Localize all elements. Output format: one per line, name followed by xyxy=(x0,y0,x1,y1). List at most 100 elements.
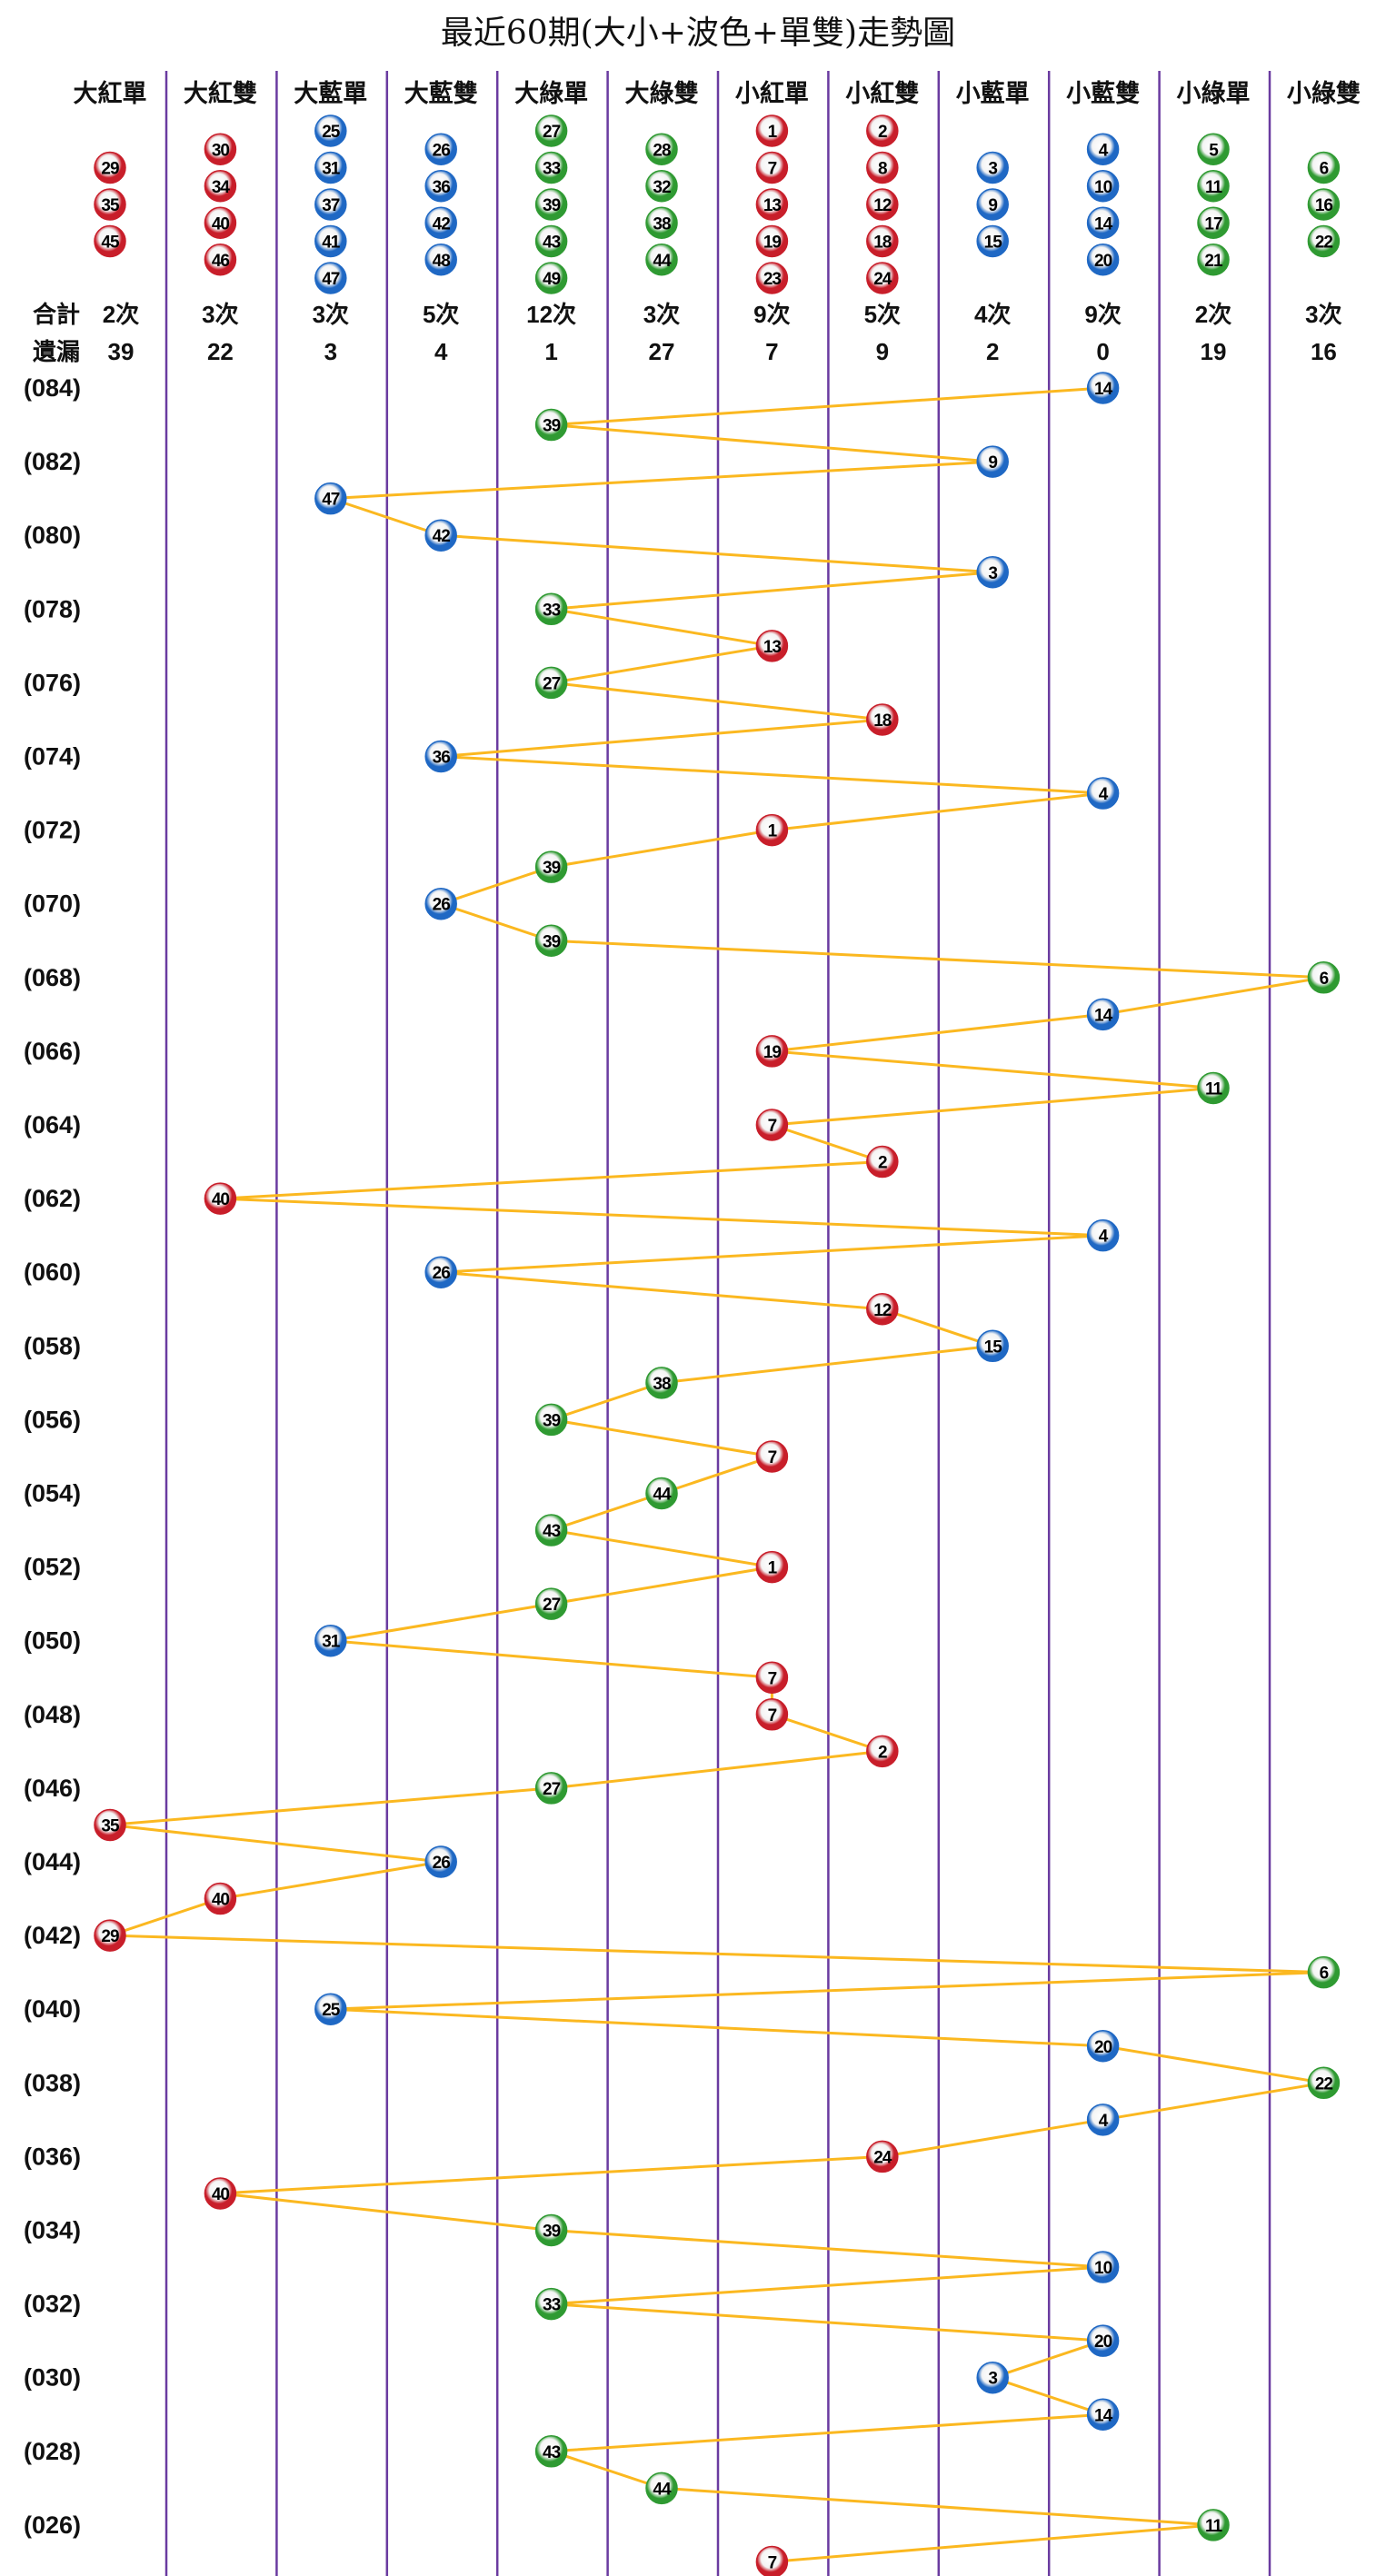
ball-number: 21 xyxy=(1204,252,1223,271)
ball-red-icon xyxy=(94,1808,126,1842)
header-ball: 2 xyxy=(866,114,899,147)
column-header: 大藍雙 xyxy=(404,80,478,108)
ball-green-icon xyxy=(534,1403,568,1437)
ball-number: 10 xyxy=(1094,178,1112,197)
ball-number: 20 xyxy=(1094,252,1112,271)
draw-ball: 2 xyxy=(866,1735,899,1768)
draw-ball: 14 xyxy=(1086,2398,1120,2431)
header-ball: 29 xyxy=(94,151,126,184)
ball-blue-icon xyxy=(1086,2324,1120,2357)
ball-number: 35 xyxy=(101,1816,120,1835)
period-label: (030) xyxy=(24,2364,81,2392)
ball-green-icon xyxy=(1197,133,1230,165)
ball-blue-icon xyxy=(1086,244,1120,276)
page-title: 最近60期(大小+波色+單雙)走勢圖 xyxy=(441,15,955,52)
draw-ball: 20 xyxy=(1086,2324,1120,2357)
ball-number: 16 xyxy=(1315,196,1333,215)
ball-blue-icon xyxy=(424,170,457,203)
column-miss: 4 xyxy=(434,338,448,365)
ball-red-icon xyxy=(94,188,126,221)
column-count: 5次 xyxy=(864,301,901,328)
ball-blue-icon xyxy=(976,1329,1009,1363)
ball-red-icon xyxy=(866,262,899,294)
period-label: (084) xyxy=(24,374,81,402)
period-label: (026) xyxy=(24,2511,81,2539)
header-ball: 47 xyxy=(314,262,347,294)
ball-number: 7 xyxy=(768,2553,777,2572)
ball-red-icon xyxy=(755,1550,789,1584)
ball-number: 9 xyxy=(988,196,997,215)
header-ball: 41 xyxy=(314,224,347,258)
draw-ball: 7 xyxy=(755,1109,789,1141)
header-ball: 10 xyxy=(1086,170,1120,203)
period-label: (060) xyxy=(24,1258,81,1286)
ball-green-icon xyxy=(534,1514,568,1547)
ball-number: 44 xyxy=(653,2480,672,2499)
ball-number: 6 xyxy=(1320,1964,1329,1984)
draw-ball: 18 xyxy=(866,703,899,736)
period-label: (036) xyxy=(24,2143,81,2170)
header-ball: 3 xyxy=(976,151,1009,184)
ball-blue-icon xyxy=(424,244,457,276)
draw-ball: 40 xyxy=(204,1882,237,1915)
ball-number: 27 xyxy=(543,674,561,693)
column-header: 大紅雙 xyxy=(184,80,257,108)
header-ball: 7 xyxy=(755,151,789,184)
ball-number: 27 xyxy=(543,1780,561,1799)
column-header: 小綠雙 xyxy=(1287,80,1361,108)
ball-number: 4 xyxy=(1099,1228,1109,1247)
ball-number: 39 xyxy=(543,417,561,436)
trend-line xyxy=(109,386,1324,2563)
column-header: 大綠單 xyxy=(514,80,588,108)
ball-green-icon xyxy=(534,262,568,294)
header-ball: 34 xyxy=(204,170,237,203)
ball-red-icon xyxy=(755,630,789,662)
ball-number: 37 xyxy=(322,196,340,215)
ball-number: 20 xyxy=(1094,2332,1112,2352)
header-ball: 30 xyxy=(204,133,237,165)
column-count: 9次 xyxy=(753,301,790,328)
header-ball: 27 xyxy=(534,114,568,147)
period-label: (068) xyxy=(24,964,81,991)
header-ball: 44 xyxy=(645,244,678,276)
ball-number: 42 xyxy=(433,214,451,234)
header-ball: 48 xyxy=(424,244,457,276)
ball-blue-icon xyxy=(1086,133,1120,165)
draw-ball: 39 xyxy=(534,924,568,957)
ball-number: 26 xyxy=(433,896,451,915)
draw-ball: 7 xyxy=(755,1661,789,1694)
ball-blue-icon xyxy=(1086,372,1120,404)
ball-number: 31 xyxy=(322,1633,341,1652)
ball-blue-icon xyxy=(424,887,457,920)
ball-number: 1 xyxy=(768,123,778,142)
draw-ball: 43 xyxy=(534,2435,568,2468)
header-ball: 28 xyxy=(645,133,678,165)
period-label: (042) xyxy=(24,1922,81,1949)
ball-blue-icon xyxy=(1086,170,1120,203)
period-label: (028) xyxy=(24,2438,81,2465)
header-ball: 11 xyxy=(1197,170,1230,203)
ball-number: 14 xyxy=(1094,1006,1113,1025)
ball-blue-icon xyxy=(1086,777,1120,810)
ball-red-icon xyxy=(866,224,899,258)
column-count: 3次 xyxy=(1305,301,1341,328)
column-headers: 大紅單2935452次39大紅雙303440463次22大藍單253137414… xyxy=(74,80,1361,365)
column-miss: 27 xyxy=(649,338,675,365)
ball-number: 33 xyxy=(543,601,561,620)
header-ball: 9 xyxy=(976,188,1009,221)
ball-number: 14 xyxy=(1094,380,1113,399)
ball-red-icon xyxy=(755,1661,789,1694)
ball-blue-icon xyxy=(314,224,347,258)
draw-ball: 4 xyxy=(1086,1218,1120,1252)
ball-blue-icon xyxy=(424,133,457,165)
draw-ball: 1 xyxy=(755,1550,789,1584)
period-label: (044) xyxy=(24,1848,81,1875)
column-count: 3次 xyxy=(313,301,349,328)
ball-blue-icon xyxy=(424,206,457,239)
draw-ball: 22 xyxy=(1307,2066,1341,2100)
ball-blue-icon xyxy=(314,188,347,221)
column-header: 小紅雙 xyxy=(845,80,919,108)
period-label: (074) xyxy=(24,743,81,771)
ball-number: 39 xyxy=(543,859,561,878)
ball-green-icon xyxy=(1307,151,1341,184)
